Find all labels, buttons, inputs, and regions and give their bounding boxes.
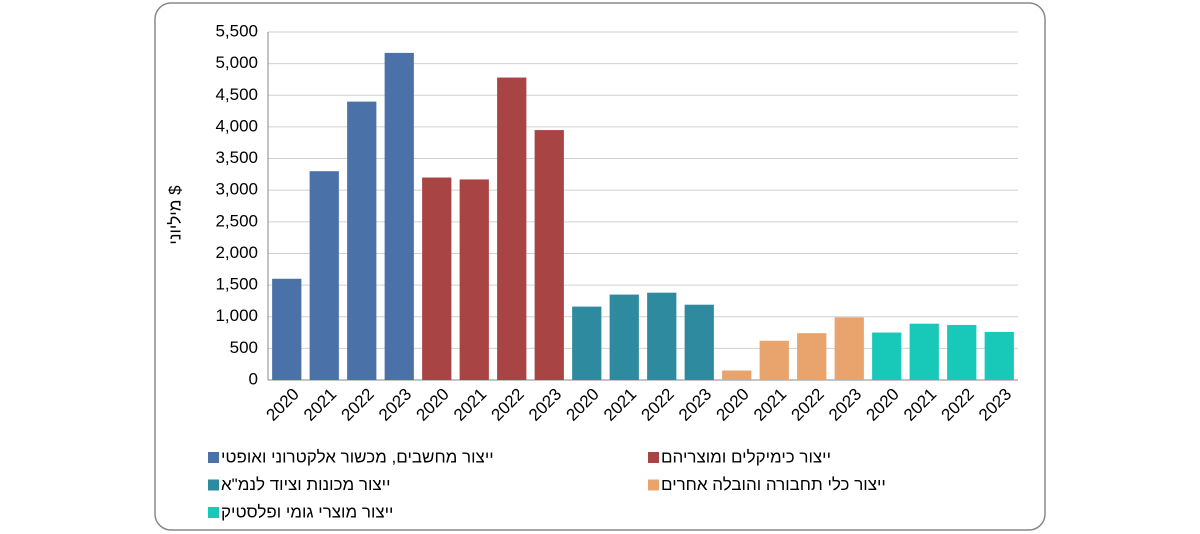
bar xyxy=(609,294,639,380)
y-tick-label: 2,000 xyxy=(215,243,258,262)
y-tick-label: 0 xyxy=(249,369,258,388)
y-tick-label: 1,500 xyxy=(215,275,258,294)
bar xyxy=(534,130,564,380)
legend-label: ייצור כימיקלים ומוצריהם xyxy=(661,447,831,466)
bar xyxy=(309,171,339,380)
y-axis-label: מיליוני $ xyxy=(165,185,184,245)
y-tick-label: 1,000 xyxy=(215,306,258,325)
legend-swatch xyxy=(208,479,219,491)
bar xyxy=(422,177,452,380)
bar xyxy=(384,52,414,380)
legend-label: ייצור כלי תחבורה והובלה אחרים xyxy=(661,475,886,494)
bar xyxy=(984,331,1014,380)
legend-label: ייצור מחשבים, מכשור אלקטרוני ואופטי xyxy=(221,447,494,466)
bar xyxy=(572,306,602,380)
bar xyxy=(759,340,789,380)
y-tick-label: 4,500 xyxy=(215,85,258,104)
bar xyxy=(272,278,302,380)
y-tick-label: 4,000 xyxy=(215,116,258,135)
legend-swatch xyxy=(648,452,659,463)
legend-label: ייצור מכונות וציוד לנמ"א xyxy=(221,475,391,494)
bar xyxy=(797,333,827,380)
y-tick-label: 3,000 xyxy=(215,180,258,199)
y-tick-label: 500 xyxy=(230,338,258,357)
bar xyxy=(647,292,677,380)
legend-swatch xyxy=(208,452,219,463)
bar xyxy=(347,101,377,380)
y-tick-label: 3,500 xyxy=(215,148,258,167)
bar xyxy=(497,77,527,380)
bar xyxy=(909,323,939,380)
bar xyxy=(459,179,489,380)
bar xyxy=(872,332,902,380)
y-tick-label: 2,500 xyxy=(215,211,258,230)
legend-swatch xyxy=(208,507,219,518)
bar xyxy=(722,370,752,380)
bar xyxy=(947,324,977,380)
y-tick-label: 5,500 xyxy=(215,21,258,40)
legend-swatch xyxy=(648,479,659,491)
bar xyxy=(684,304,714,380)
bar xyxy=(834,317,864,380)
y-tick-label: 5,000 xyxy=(215,53,258,72)
legend-label: ייצור מוצרי גומי ופלסטיק xyxy=(221,502,393,521)
chart-frame xyxy=(154,2,1046,531)
